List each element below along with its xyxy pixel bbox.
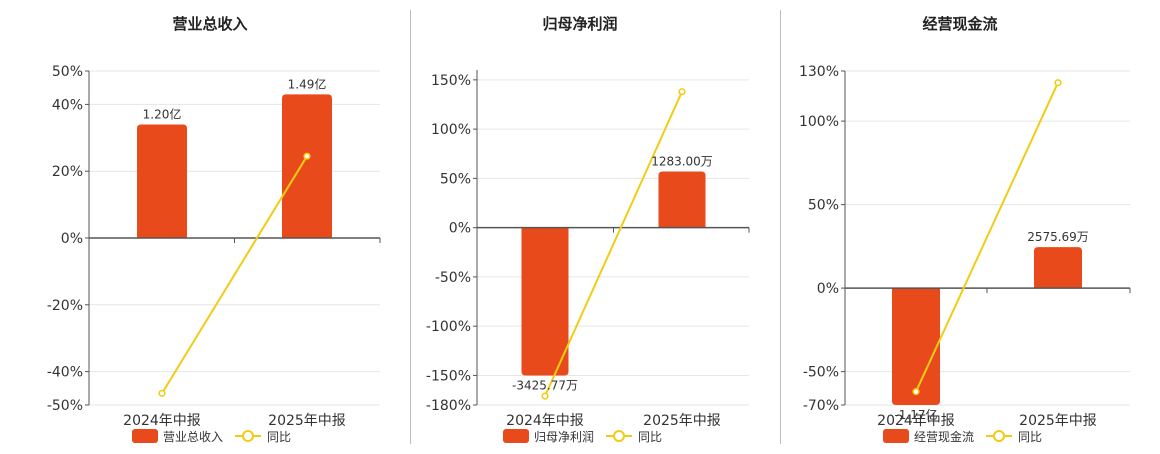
y-tick-label: 40% (52, 97, 83, 113)
yoy-point (912, 388, 920, 396)
legend-bar-label: 归母净利润 (534, 430, 594, 444)
bar (137, 124, 187, 238)
y-tick-label: -20% (47, 298, 83, 314)
yoy-point (541, 392, 549, 400)
y-tick-label: -50% (47, 398, 83, 414)
legend-bar-swatch (132, 429, 158, 443)
yoy-point (678, 88, 686, 96)
y-tick-label: -100% (426, 319, 471, 335)
legend-line-marker (613, 430, 625, 442)
y-tick-label: 0% (61, 231, 83, 247)
bar-data-label: -1.17亿 (894, 407, 937, 422)
bar-data-label: 1283.00万 (651, 154, 713, 168)
x-category-label: 2024年中报 (123, 413, 201, 429)
y-tick-label: 50% (808, 198, 839, 214)
y-tick-label: -70% (803, 398, 839, 414)
bar (892, 288, 940, 405)
chart-net-profit: 归母净利润 150% 100% 50% 0% -50% -100% -150% -180% -34… (426, 15, 750, 444)
chart-title: 营业总收入 (172, 15, 247, 33)
bar-data-label: -3425.77万 (512, 378, 578, 392)
yoy-point (1054, 79, 1062, 87)
y-tick-label: 0% (817, 281, 839, 297)
chart-title: 归母净利润 (542, 15, 617, 33)
y-tick-label: -50% (435, 270, 471, 286)
yoy-point (303, 152, 311, 160)
chart-revenue: 营业总收入 50% 40% 20% 0% -20% -40% -50% 1.20亿 1.49亿 20… (47, 15, 381, 444)
yoy-line (544, 91, 683, 397)
y-tick-label: 100% (799, 114, 839, 130)
y-tick-label: 0% (449, 221, 471, 237)
bar (658, 171, 706, 228)
y-tick-label: 150% (431, 73, 471, 89)
bar-data-label: 1.20亿 (143, 106, 182, 121)
bar (521, 227, 569, 376)
y-tick-label: 130% (799, 64, 839, 80)
legend-bar-swatch (503, 429, 529, 443)
legend-bar-label: 营业总收入 (163, 430, 223, 444)
legend-bar-swatch (883, 429, 909, 443)
y-tick-label: 50% (52, 64, 83, 80)
legend-line-label: 同比 (267, 430, 291, 444)
legend-bar-label: 经营现金流 (914, 429, 974, 444)
y-tick-label: -180% (426, 398, 471, 414)
y-tick-label: 20% (52, 164, 83, 180)
x-category-label: 2025年中报 (1019, 413, 1097, 429)
x-category-label: 2024年中报 (877, 413, 955, 429)
chart-cash-flow: 经营现金流 130% 100% 50% 0% -50% -70% -1.17亿 2575.69万… (799, 15, 1131, 444)
bar (1034, 247, 1082, 289)
chart-panel-net-profit: 归母净利润 150% 100% 50% 0% -50% -100% -150% -180% -34… (411, 0, 780, 450)
y-tick-label: 100% (431, 122, 471, 138)
bar (282, 94, 332, 238)
chart-panel-revenue: 营业总收入 50% 40% 20% 0% -20% -40% -50% 1.20亿 1.49亿 20… (0, 0, 400, 450)
legend-line-marker (242, 430, 254, 442)
x-category-label: 2025年中报 (643, 413, 721, 429)
panel-divider (780, 10, 781, 444)
y-tick-label: -150% (426, 368, 471, 384)
yoy-line (915, 82, 1059, 393)
x-category-label: 2025年中报 (268, 413, 346, 429)
bar-data-label: 1.49亿 (288, 76, 327, 91)
chart-title: 经营现金流 (922, 15, 997, 33)
legend-line-label: 同比 (1018, 430, 1042, 444)
bar-data-label: 2575.69万 (1027, 230, 1089, 244)
y-tick-label: -40% (47, 365, 83, 381)
chart-panel-cash-flow: 经营现金流 130% 100% 50% 0% -50% -70% -1.17亿 2575.69万… (781, 0, 1160, 450)
x-category-label: 2024年中报 (506, 413, 584, 429)
legend-line-marker (993, 430, 1005, 442)
y-tick-label: 50% (440, 171, 471, 187)
yoy-line (161, 155, 308, 394)
panel-divider (410, 10, 411, 444)
y-tick-label: -50% (803, 365, 839, 381)
legend-line-label: 同比 (638, 430, 662, 444)
yoy-point (158, 389, 166, 397)
